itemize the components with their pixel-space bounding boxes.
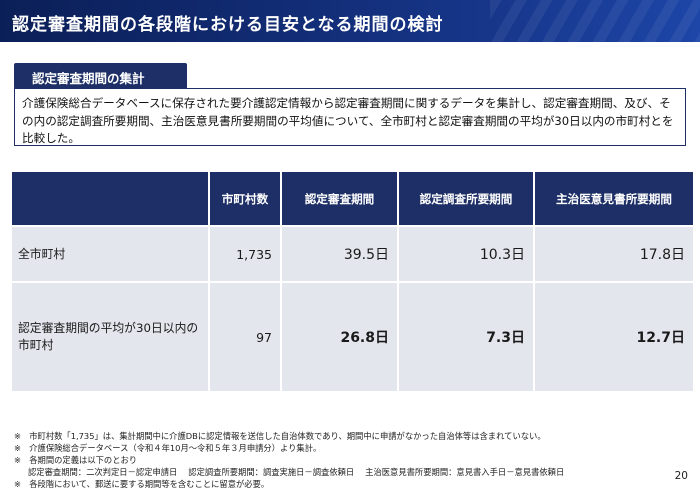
cell-survey-period: 7.3日 xyxy=(399,283,533,391)
footnotes: ※ 市町村数「1,735」は、集計期間中に介護DBに認定情報を送信した自治体数で… xyxy=(14,430,654,490)
section-label: 認定審査期間の集計 xyxy=(14,63,187,89)
cell-review-period: 39.5日 xyxy=(282,227,397,281)
table-row: 認定審査期間の平均が30日以内の市町村 97 26.8日 7.3日 12.7日 xyxy=(12,283,693,391)
cell-review-period: 26.8日 xyxy=(282,283,397,391)
page-number: 20 xyxy=(674,470,688,482)
footnote: ※ 各期間の定義は以下のとおり xyxy=(14,455,138,465)
cell-municipality-count: 1,735 xyxy=(210,227,280,281)
table-header-row: 市町村数 認定審査期間 認定調査所要期間 主治医意見書所要期間 xyxy=(12,172,693,225)
footnote: ※ 市町村数「1,735」は、集計期間中に介護DBに認定情報を送信した自治体数で… xyxy=(14,431,546,441)
row-label: 全市町村 xyxy=(12,227,208,281)
header-municipality-count: 市町村数 xyxy=(210,172,280,225)
comparison-table: 市町村数 認定審査期間 認定調査所要期間 主治医意見書所要期間 全市町村 1,7… xyxy=(10,170,695,393)
summary-box: 介護保険総合データベースに保存された要介護認定情報から認定審査期間に関するデータ… xyxy=(14,88,686,146)
header-review-period: 認定審査期間 xyxy=(282,172,397,225)
title-bar: 認定審査期間の各段階における目安となる期間の検討 xyxy=(0,0,700,42)
header-survey-period: 認定調査所要期間 xyxy=(399,172,533,225)
footnote: ※ 介護保険総合データベース（令和４年10月～令和５年３月申請分）より集計。 xyxy=(14,443,322,453)
footnote: ※ 各段階において、郵送に要する期間等を含むことに留意が必要。 xyxy=(14,479,270,489)
page-title: 認定審査期間の各段階における目安となる期間の検討 xyxy=(12,15,444,35)
cell-doctor-opinion-period: 17.8日 xyxy=(535,227,693,281)
table-row: 全市町村 1,735 39.5日 10.3日 17.8日 xyxy=(12,227,693,281)
title-bar-decoration xyxy=(490,0,700,42)
section-label-text: 認定審査期間の集計 xyxy=(32,71,145,86)
cell-survey-period: 10.3日 xyxy=(399,227,533,281)
header-doctor-opinion-period: 主治医意見書所要期間 xyxy=(535,172,693,225)
summary-text: 介護保険総合データベースに保存された要介護認定情報から認定審査期間に関するデータ… xyxy=(22,96,674,145)
cell-municipality-count: 97 xyxy=(210,283,280,391)
footnote: 認定審査期間：二次判定日－認定申請日 認定調査所要期間：調査実施日－調査依頼日 … xyxy=(28,467,565,477)
header-blank xyxy=(12,172,208,225)
cell-doctor-opinion-period: 12.7日 xyxy=(535,283,693,391)
row-label: 認定審査期間の平均が30日以内の市町村 xyxy=(12,283,208,391)
